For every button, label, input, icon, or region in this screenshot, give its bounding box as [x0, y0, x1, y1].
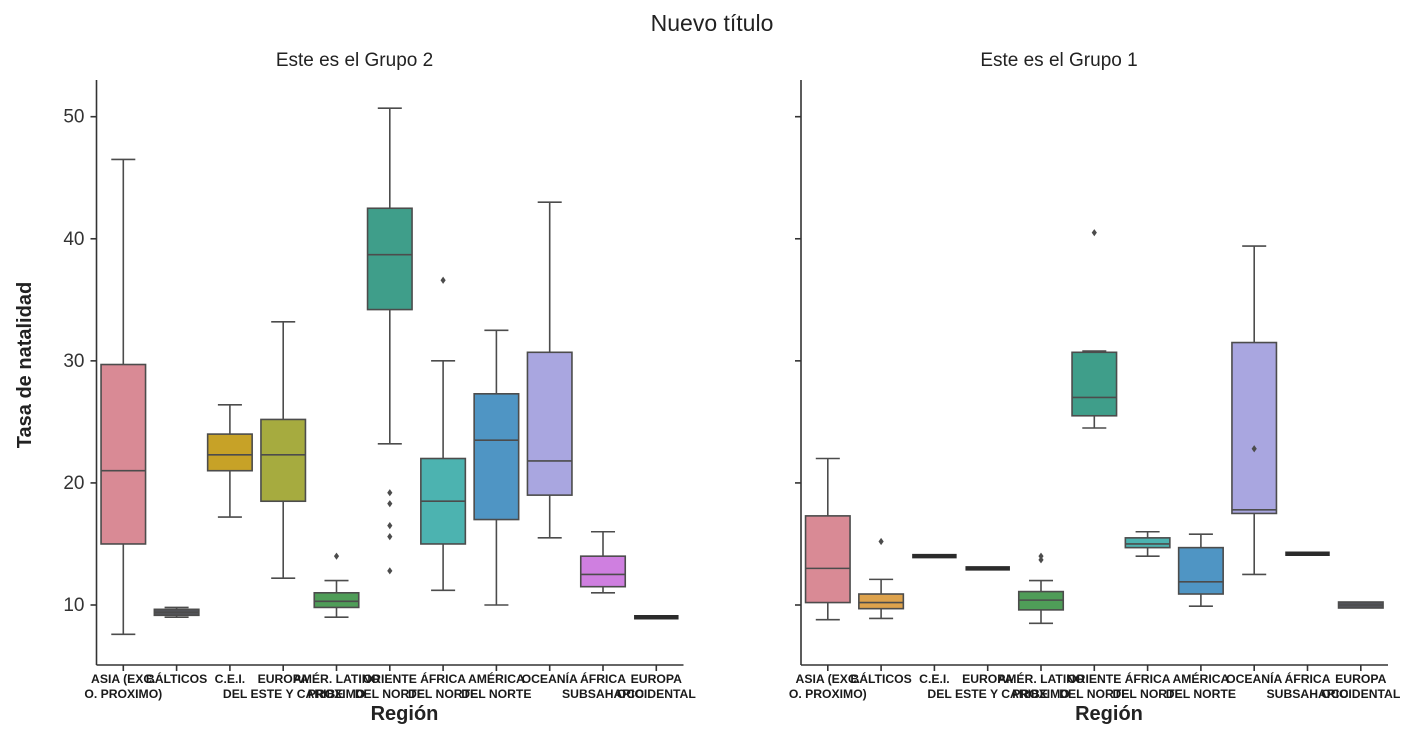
svg-text:AMÉRICA: AMÉRICA: [468, 671, 525, 686]
svg-text:ÁFRICA: ÁFRICA: [1125, 671, 1171, 686]
svg-text:ORIENTE: ORIENTE: [363, 672, 417, 686]
svg-text:OCCIDENTAL: OCCIDENTAL: [1321, 687, 1401, 701]
svg-text:10: 10: [63, 595, 84, 616]
svg-text:ORIENTE: ORIENTE: [1067, 672, 1121, 686]
svg-text:ÁFRICA: ÁFRICA: [420, 671, 466, 686]
svg-text:BÁLTICOS: BÁLTICOS: [850, 671, 911, 686]
svg-text:AMÉRICA: AMÉRICA: [1172, 671, 1229, 686]
svg-text:40: 40: [63, 229, 84, 250]
svg-text:OCEANÍA: OCEANÍA: [1226, 671, 1282, 686]
svg-text:DEL NORTE: DEL NORTE: [461, 687, 531, 701]
svg-text:ÁFRICA: ÁFRICA: [580, 671, 626, 686]
svg-text:DEL NORTE: DEL NORTE: [1166, 687, 1236, 701]
svg-text:EUROPA: EUROPA: [631, 672, 682, 686]
svg-text:BÁLTICOS: BÁLTICOS: [146, 671, 207, 686]
svg-text:50: 50: [63, 107, 84, 128]
svg-text:EUROPA: EUROPA: [1335, 672, 1386, 686]
svg-text:C.E.I.: C.E.I.: [919, 672, 949, 686]
svg-text:O. PROXIMO): O. PROXIMO): [789, 687, 867, 701]
svg-text:C.E.I.: C.E.I.: [215, 672, 245, 686]
svg-text:ÁFRICA: ÁFRICA: [1284, 671, 1330, 686]
svg-text:OCEANÍA: OCEANÍA: [522, 671, 578, 686]
svg-text:20: 20: [63, 473, 84, 494]
svg-text:30: 30: [63, 351, 84, 372]
svg-text:OCCIDENTAL: OCCIDENTAL: [617, 687, 697, 701]
svg-text:O. PROXIMO): O. PROXIMO): [84, 687, 162, 701]
